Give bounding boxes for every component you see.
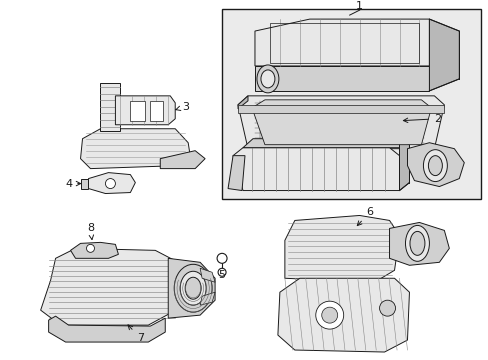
- Polygon shape: [238, 105, 444, 113]
- Polygon shape: [399, 139, 408, 190]
- Ellipse shape: [261, 70, 274, 88]
- Polygon shape: [243, 139, 399, 148]
- Text: 4: 4: [65, 179, 81, 189]
- Polygon shape: [130, 101, 145, 121]
- Polygon shape: [428, 19, 458, 91]
- Polygon shape: [238, 96, 444, 149]
- Text: 8: 8: [87, 224, 94, 240]
- Circle shape: [217, 253, 226, 263]
- Ellipse shape: [409, 231, 424, 255]
- Polygon shape: [277, 278, 408, 352]
- Ellipse shape: [427, 156, 442, 176]
- Polygon shape: [233, 148, 399, 190]
- Circle shape: [218, 268, 225, 276]
- Ellipse shape: [180, 271, 206, 305]
- Polygon shape: [81, 179, 88, 189]
- Text: 2: 2: [403, 114, 440, 124]
- Ellipse shape: [423, 150, 447, 181]
- Polygon shape: [200, 268, 215, 282]
- Text: 6: 6: [357, 207, 372, 226]
- Polygon shape: [222, 9, 480, 198]
- Circle shape: [105, 179, 115, 189]
- Ellipse shape: [256, 65, 278, 93]
- Polygon shape: [389, 222, 448, 265]
- Polygon shape: [70, 242, 118, 258]
- Polygon shape: [251, 100, 430, 145]
- Circle shape: [379, 300, 395, 316]
- Polygon shape: [41, 248, 182, 325]
- Polygon shape: [115, 96, 175, 125]
- Polygon shape: [227, 156, 244, 190]
- Polygon shape: [160, 151, 204, 168]
- Polygon shape: [168, 258, 215, 318]
- Ellipse shape: [405, 225, 428, 261]
- Polygon shape: [407, 143, 463, 186]
- Polygon shape: [238, 96, 247, 109]
- Polygon shape: [285, 216, 399, 282]
- Text: 1: 1: [355, 1, 363, 11]
- Text: 7: 7: [128, 325, 143, 343]
- Ellipse shape: [174, 264, 212, 312]
- Circle shape: [321, 307, 337, 323]
- Polygon shape: [81, 129, 190, 168]
- Polygon shape: [100, 83, 120, 131]
- Ellipse shape: [185, 277, 201, 299]
- Polygon shape: [254, 19, 428, 66]
- Text: 5: 5: [218, 270, 225, 280]
- Circle shape: [315, 301, 343, 329]
- Polygon shape: [200, 292, 215, 305]
- Polygon shape: [48, 316, 165, 342]
- Polygon shape: [88, 172, 135, 194]
- Polygon shape: [254, 66, 428, 91]
- Text: 3: 3: [176, 102, 188, 112]
- Polygon shape: [150, 101, 163, 121]
- Circle shape: [86, 244, 94, 252]
